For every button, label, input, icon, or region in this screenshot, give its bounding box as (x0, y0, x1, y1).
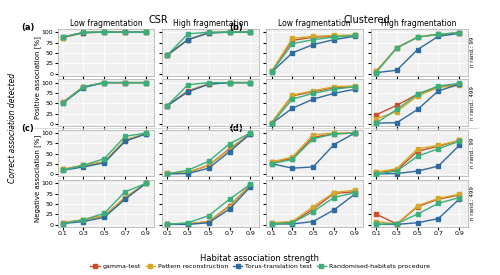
Text: Correct association detected: Correct association detected (8, 73, 17, 183)
Text: Clustered: Clustered (344, 15, 390, 25)
Text: (d): (d) (230, 124, 243, 133)
Text: (c): (c) (21, 124, 34, 133)
Legend: gamma-test, Pattern reconstruction, Torus-translation test, Randomised-habitats : gamma-test, Pattern reconstruction, Toru… (88, 262, 432, 272)
Text: Habitat association strength: Habitat association strength (200, 254, 320, 263)
Title: High fragmentation: High fragmentation (382, 19, 457, 28)
Text: Positive association [%]: Positive association [%] (34, 36, 41, 119)
Text: n rand.: 99: n rand.: 99 (470, 37, 476, 67)
Text: n rand.: 499: n rand.: 499 (470, 86, 476, 120)
Text: Negative association [%]: Negative association [%] (34, 135, 41, 222)
Title: High fragmentation: High fragmentation (172, 19, 248, 28)
Text: n rand.: 99: n rand.: 99 (470, 138, 476, 168)
Title: Low fragmentation: Low fragmentation (70, 19, 142, 28)
Text: n rand.: 499: n rand.: 499 (470, 187, 476, 221)
Text: (a): (a) (21, 23, 34, 32)
Title: Low fragmentation: Low fragmentation (278, 19, 351, 28)
Text: CSR: CSR (148, 15, 168, 25)
Text: (b): (b) (230, 23, 243, 32)
